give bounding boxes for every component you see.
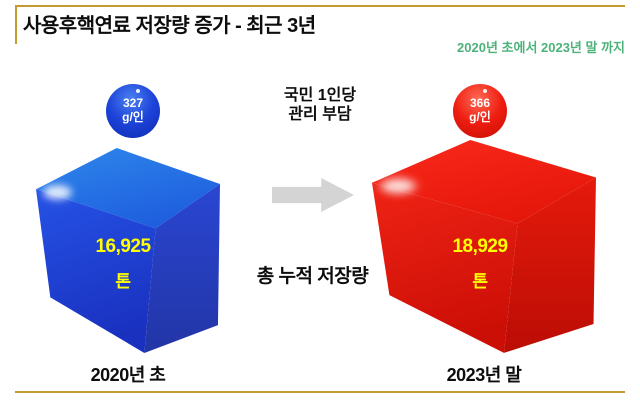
cube-3d-red <box>372 140 596 353</box>
badge-value: 366 <box>469 96 491 111</box>
per-capita-badge-2020: 327 g/인 <box>106 84 160 138</box>
storage-cube-2023: 18,929 톤 <box>372 140 596 354</box>
badge-unit: g/인 <box>469 110 491 124</box>
total-storage-label: 총 누적 저장량 <box>256 266 369 287</box>
per-capita-label: 국민 1인당 관리 부담 <box>240 86 400 124</box>
cube-3d-blue <box>36 148 220 353</box>
storage-amount-2020: 16,925 <box>95 236 151 257</box>
page-title: 사용후핵연료 저장량 증가 - 최근 3년 <box>23 15 316 37</box>
sphere-highlight-icon <box>482 88 487 93</box>
period-label-2023: 2023년 말 <box>446 365 522 385</box>
storage-unit-2020: 톤 <box>115 272 131 291</box>
storage-amount-2023: 18,929 <box>452 236 508 257</box>
badge-unit: g/인 <box>122 110 144 124</box>
bottom-divider <box>15 391 625 393</box>
top-divider <box>15 5 625 7</box>
arrow-right-icon <box>272 178 354 212</box>
storage-unit-2023: 톤 <box>472 272 488 291</box>
storage-cube-2020: 16,925 톤 <box>36 148 220 354</box>
title-accent-bar <box>15 5 17 44</box>
sphere-highlight-icon <box>135 88 140 93</box>
per-capita-label-line2: 관리 부담 <box>288 106 352 124</box>
cube-value-2023: 18,929 톤 <box>368 236 592 292</box>
date-range-subtitle: 2020년 초에서 2023년 말 까지 <box>457 40 625 55</box>
period-label-2020: 2020년 초 <box>90 365 166 385</box>
per-capita-badge-2023: 366 g/인 <box>453 84 507 138</box>
per-capita-label-line1: 국민 1인당 <box>283 87 357 104</box>
badge-value: 327 <box>122 96 144 111</box>
cube-value-2020: 16,925 톤 <box>31 236 215 292</box>
